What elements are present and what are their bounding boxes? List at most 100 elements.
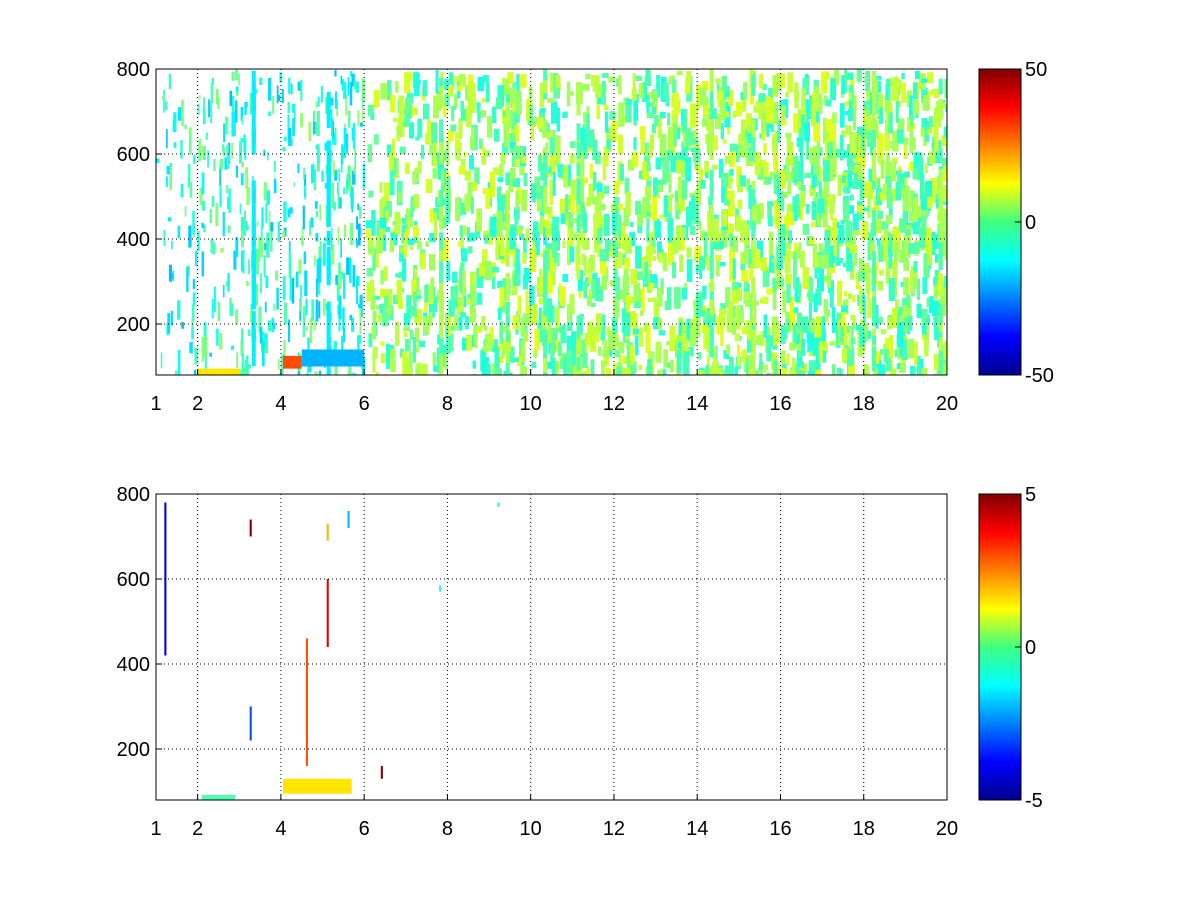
heatmap-cell (288, 127, 292, 146)
heatmap-cell (392, 117, 398, 122)
heatmap-cell (647, 175, 651, 181)
heatmap-cell (848, 235, 856, 252)
heatmap-cell (621, 222, 626, 236)
heatmap-cell (227, 272, 230, 292)
heatmap-cell (635, 200, 641, 215)
x-tick-label: 20 (936, 393, 958, 415)
heatmap-cell (211, 298, 214, 319)
heatmap-cell (728, 356, 734, 375)
heatmap-cell (748, 184, 753, 209)
heatmap-cell (326, 313, 331, 343)
heatmap-cell (813, 293, 818, 312)
heatmap-cell (338, 168, 341, 182)
heatmap-cell (199, 187, 203, 206)
heatmap-cell (224, 116, 229, 135)
heatmap-cell (343, 273, 346, 300)
heatmap-cell (766, 201, 774, 207)
heatmap-cell (326, 230, 331, 246)
heatmap-cell (824, 119, 830, 143)
heatmap-cell (596, 96, 600, 120)
heatmap-cell (283, 136, 287, 142)
heatmap-cell (613, 269, 618, 292)
heatmap-cell (849, 101, 853, 109)
heatmap-cell (772, 277, 777, 293)
heatmap-cell (747, 248, 754, 264)
heatmap-cell (516, 355, 522, 367)
heatmap-cell (241, 162, 244, 168)
heatmap-cell (339, 197, 342, 209)
heatmap-cell (357, 203, 360, 211)
heatmap-cell (570, 179, 577, 201)
heatmap-cell (709, 204, 714, 219)
heatmap-cell (691, 320, 697, 347)
heatmap-cell (325, 96, 328, 114)
heatmap-cell (849, 132, 857, 154)
heatmap-cell (540, 252, 546, 257)
heatmap-cell (596, 227, 603, 244)
heatmap-cell (701, 118, 708, 127)
heatmap-cell (926, 121, 933, 134)
heatmap-cell (278, 373, 281, 375)
heatmap-cell (751, 188, 756, 200)
heatmap-cell (482, 97, 488, 103)
heatmap-cell (872, 315, 877, 327)
heatmap-cell (358, 223, 361, 246)
heatmap-cell (888, 260, 896, 269)
heatmap-cell (858, 285, 862, 312)
heatmap-cell (740, 251, 745, 265)
heatmap-cell (478, 138, 483, 150)
heatmap-cell (276, 85, 279, 104)
x-tick-label: 2 (192, 393, 203, 415)
heatmap-cell (801, 88, 806, 113)
heatmap-cell (444, 353, 448, 370)
heatmap-cell (628, 159, 635, 171)
heatmap-cell (515, 326, 519, 335)
heatmap-cell (700, 180, 706, 189)
heatmap-cell (879, 269, 884, 276)
heatmap-cell (362, 163, 365, 189)
heatmap-cell (793, 113, 799, 133)
heatmap-cell (181, 322, 185, 329)
heatmap-cell (643, 322, 649, 332)
heatmap-cell (259, 326, 263, 344)
heatmap-cell (786, 284, 791, 289)
heatmap-cell (639, 327, 644, 347)
heatmap-cell (360, 227, 363, 236)
heatmap-cell (499, 164, 504, 177)
heatmap-cell (856, 69, 862, 83)
heatmap-cell (347, 370, 350, 375)
heatmap-cell (821, 328, 826, 342)
heatmap-cell (732, 258, 736, 280)
heatmap-cell (466, 335, 472, 351)
heatmap-cell (359, 294, 363, 318)
heatmap-cell (342, 146, 347, 159)
heatmap-cell (888, 246, 893, 269)
heatmap-cell (773, 359, 778, 375)
heatmap-cell (903, 234, 911, 258)
heatmap-cell (934, 125, 939, 152)
heatmap-cell (725, 85, 730, 97)
heatmap-cell (838, 224, 845, 244)
heatmap-cell (388, 153, 395, 171)
heatmap-cell (740, 144, 747, 158)
heatmap-cell (666, 287, 672, 309)
heatmap-cell (624, 257, 630, 272)
colorbar-tick-label: 50 (1025, 59, 1047, 81)
heatmap-cell (447, 86, 454, 97)
heatmap-cell (460, 100, 464, 112)
heatmap-cell (593, 213, 600, 238)
heatmap-cell (731, 236, 739, 253)
heatmap-cell (412, 107, 418, 116)
heatmap-cell (823, 341, 828, 351)
heatmap-cell (748, 147, 754, 161)
heatmap-cell (640, 140, 645, 155)
heatmap-cell (654, 221, 661, 239)
heatmap-cell (188, 127, 192, 133)
heatmap-cell (846, 242, 852, 248)
heatmap-cell (847, 205, 855, 214)
heatmap-cell (441, 199, 446, 206)
heatmap-cell (643, 155, 651, 163)
heatmap-cell (759, 73, 764, 89)
heatmap-cell (821, 316, 826, 338)
heatmap-cell (187, 164, 191, 188)
